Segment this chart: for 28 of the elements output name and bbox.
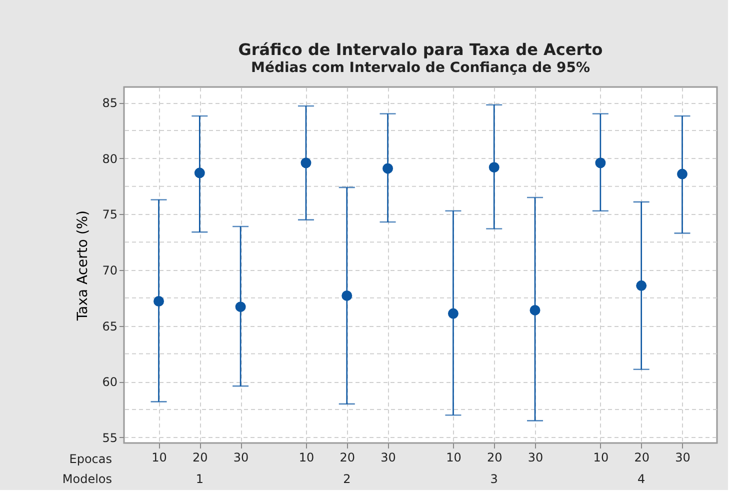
chart-subtitle: Médias com Intervalo de Confiança de 95% <box>251 60 590 76</box>
text: 2 <box>343 472 351 486</box>
text: Modelos <box>62 472 112 486</box>
x-tick-label: 10 <box>152 450 167 464</box>
chart-title: Gráfico de Intervalo para Taxa de Acerto <box>238 40 603 59</box>
x-tick-label: 30 <box>233 450 249 464</box>
x-tick-label: 30 <box>528 450 544 464</box>
y-tick-label: 60 <box>102 375 118 390</box>
y-tick-label: 80 <box>102 152 118 166</box>
y-axis-title: Taxa Acerto (%) <box>75 210 92 322</box>
text: 4 <box>638 472 646 486</box>
text: 1 <box>196 472 204 486</box>
y-tick-label: 75 <box>102 208 118 222</box>
x-tick-label: 20 <box>486 450 502 464</box>
x-tick-label: 20 <box>192 450 208 464</box>
x-tick-label: 10 <box>446 450 462 464</box>
y-tick-label: 70 <box>102 264 118 278</box>
x-tick-label: 10 <box>593 450 609 464</box>
x-tick-label: 20 <box>340 450 356 464</box>
x-tick-label: 30 <box>380 450 396 464</box>
x-tick-label: 10 <box>298 450 314 464</box>
x-tick-label: 30 <box>675 450 690 464</box>
x-tick-label: 20 <box>634 450 650 464</box>
y-tick-label: 55 <box>102 430 118 445</box>
y-tick-label: 85 <box>102 96 118 110</box>
text: 3 <box>490 472 498 486</box>
y-tick-label: 65 <box>102 319 118 334</box>
text: Epocas <box>69 452 112 466</box>
